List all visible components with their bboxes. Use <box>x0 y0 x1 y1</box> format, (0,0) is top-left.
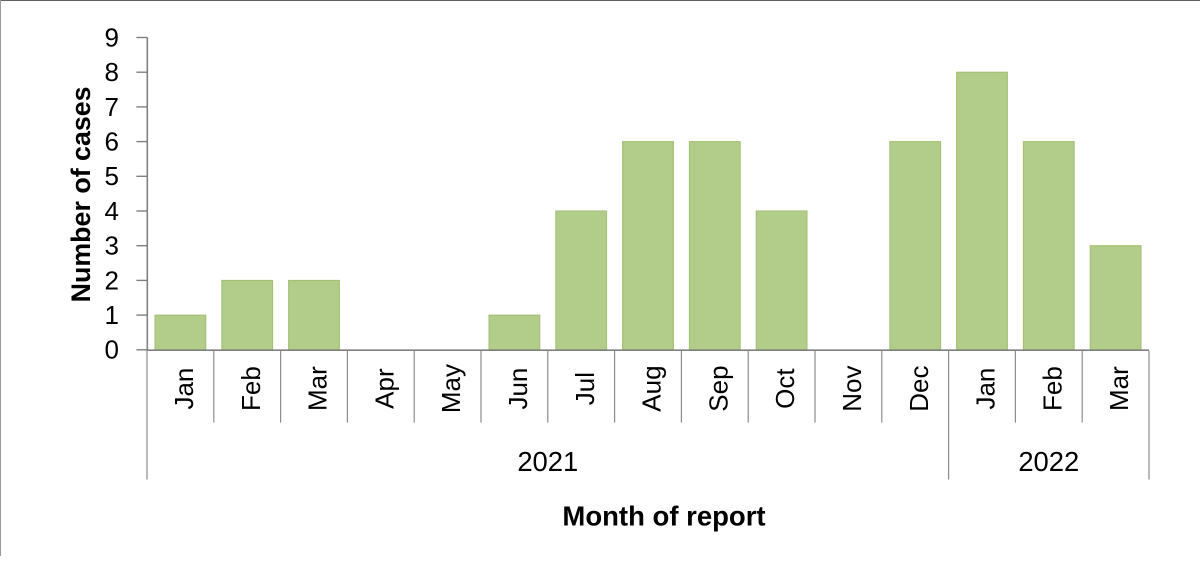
svg-text:5: 5 <box>105 161 119 191</box>
svg-text:7: 7 <box>105 92 119 122</box>
svg-text:Feb: Feb <box>236 366 266 411</box>
svg-text:Mar: Mar <box>303 366 333 411</box>
svg-text:Apr: Apr <box>369 368 399 409</box>
svg-text:Jan: Jan <box>169 368 199 410</box>
svg-text:Dec: Dec <box>904 365 934 411</box>
svg-text:Sep: Sep <box>703 365 733 411</box>
svg-text:2022: 2022 <box>1018 446 1079 477</box>
svg-text:2021: 2021 <box>517 446 578 477</box>
svg-text:Oct: Oct <box>770 368 800 409</box>
svg-text:May: May <box>436 364 466 413</box>
svg-text:Aug: Aug <box>637 365 667 411</box>
svg-text:8: 8 <box>105 57 119 87</box>
svg-text:1: 1 <box>105 300 119 330</box>
svg-text:Number of cases: Number of cases <box>66 86 96 302</box>
svg-text:Nov: Nov <box>837 365 867 411</box>
svg-text:Jul: Jul <box>570 372 600 405</box>
svg-text:Mar: Mar <box>1104 366 1134 411</box>
svg-text:9: 9 <box>105 22 119 52</box>
svg-text:6: 6 <box>105 127 119 157</box>
svg-text:Jan: Jan <box>971 368 1001 410</box>
svg-text:4: 4 <box>105 196 119 226</box>
svg-text:3: 3 <box>105 231 119 261</box>
svg-text:2: 2 <box>105 265 119 295</box>
svg-text:Feb: Feb <box>1037 366 1067 411</box>
svg-text:Jun: Jun <box>503 368 533 410</box>
svg-text:Month of report: Month of report <box>562 500 765 531</box>
svg-text:0: 0 <box>105 335 119 365</box>
